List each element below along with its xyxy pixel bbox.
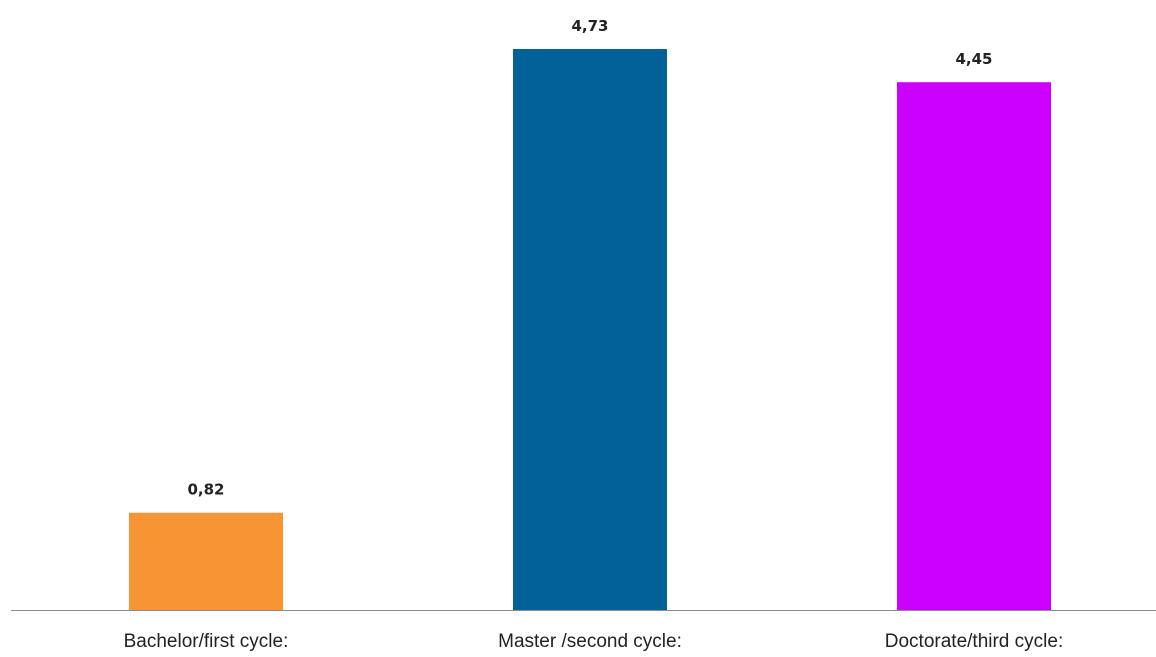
value-label-2: 4,73 xyxy=(571,17,608,35)
category-labels-group: Bachelor/first cycle: Master /second cycl… xyxy=(124,631,1064,652)
category-label-2: Master /second cycle: xyxy=(498,631,682,652)
bar-1 xyxy=(129,512,283,610)
bar-3 xyxy=(897,82,1051,611)
category-label-1: Bachelor/first cycle: xyxy=(124,631,289,652)
category-label-3: Doctorate/third cycle: xyxy=(885,631,1063,652)
bars-group xyxy=(129,49,1051,611)
value-label-3: 4,45 xyxy=(955,50,992,68)
value-labels-group: 0,82 4,73 4,45 xyxy=(187,17,992,499)
value-label-1: 0,82 xyxy=(187,481,224,499)
bar-2 xyxy=(513,49,667,610)
